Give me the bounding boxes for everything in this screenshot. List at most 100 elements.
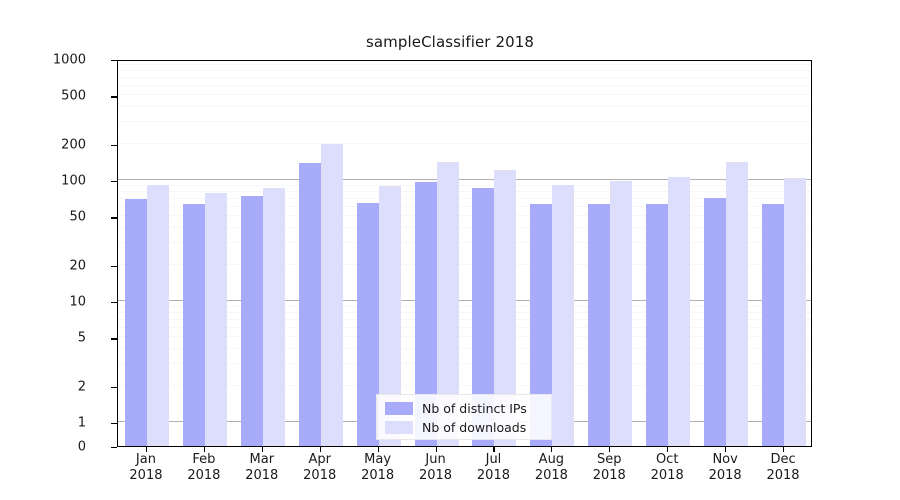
bar-downloads <box>262 187 285 446</box>
x-tick-label: Mar 2018 <box>245 452 278 484</box>
x-tick-month: Apr <box>308 452 331 467</box>
x-tick-label: Sep 2018 <box>593 452 626 484</box>
y-tick-mark <box>111 265 117 267</box>
y-tick-label: 20 <box>69 258 86 274</box>
y-tick-label: 100 <box>61 173 86 189</box>
chart-legend: Nb of distinct IPs Nb of downloads <box>376 394 552 440</box>
x-tick-label: Aug 2018 <box>535 452 568 484</box>
y-tick-mark <box>111 96 117 98</box>
bar-distinct-ips <box>704 198 727 446</box>
x-tick-label: Oct 2018 <box>651 452 684 484</box>
y-tick-mark <box>111 302 117 304</box>
y-tick-label: 200 <box>61 137 86 153</box>
x-tick-year: 2018 <box>187 468 221 483</box>
x-tick-year: 2018 <box>418 468 453 483</box>
legend-swatch-icon <box>385 421 413 434</box>
bar-distinct-ips <box>298 162 321 446</box>
x-tick-mark <box>203 447 205 452</box>
gridline-minor <box>118 263 811 265</box>
gridline-minor <box>118 184 811 186</box>
gridline-minor <box>118 348 811 350</box>
bar-distinct-ips <box>414 181 437 446</box>
y-tick-mark <box>111 386 117 388</box>
x-tick-mark <box>783 447 785 452</box>
x-tick-year: 2018 <box>592 468 626 483</box>
gridline-minor <box>118 363 811 365</box>
x-tick-year: 2018 <box>766 468 800 483</box>
x-tick-mark <box>145 447 148 452</box>
bar-distinct-ips <box>646 204 669 446</box>
plot-area <box>117 60 812 447</box>
gridline-minor <box>118 84 811 86</box>
y-tick-mark <box>111 217 117 219</box>
x-tick-mark <box>609 447 611 452</box>
x-tick-mark <box>377 447 379 452</box>
x-tick-month: Mar <box>249 452 275 467</box>
bar-distinct-ips <box>240 195 263 446</box>
x-tick-year: 2018 <box>534 468 568 483</box>
bar-downloads <box>436 162 459 446</box>
y-tick-label: 10 <box>69 294 86 310</box>
bar-downloads <box>784 177 807 446</box>
x-tick-month: Aug <box>538 452 565 467</box>
y-tick-label: 1 <box>77 415 86 431</box>
x-tick-month: Sep <box>597 452 622 467</box>
bar-distinct-ips <box>530 204 553 446</box>
gridline-minor <box>118 242 811 244</box>
legend-swatch-icon <box>385 402 413 415</box>
gridline-major <box>118 179 811 180</box>
bar-distinct-ips <box>182 204 205 446</box>
x-tick-label: Apr 2018 <box>303 452 336 484</box>
x-tick-mark <box>725 447 727 452</box>
x-tick-month: Feb <box>192 452 216 467</box>
bar-downloads <box>146 184 169 446</box>
gridline-minor <box>118 311 811 313</box>
y-tick-label: 500 <box>61 88 86 104</box>
legend-label: Nb of downloads <box>422 420 527 435</box>
x-tick-year: 2018 <box>245 468 279 483</box>
bar-distinct-ips <box>356 202 379 446</box>
x-tick-month: May <box>364 452 392 467</box>
legend-label: Nb of distinct IPs <box>422 401 527 416</box>
y-tick-label: 2 <box>77 379 86 395</box>
x-tick-label: May 2018 <box>361 452 394 484</box>
x-tick-label: Jan 2018 <box>129 452 162 484</box>
bar-downloads <box>668 177 691 446</box>
y-tick-mark <box>111 60 117 62</box>
gridline-minor <box>118 205 811 207</box>
gridline-minor <box>118 94 811 96</box>
bar-downloads <box>204 193 227 446</box>
gridline-minor <box>118 106 811 108</box>
bar-distinct-ips <box>472 187 495 446</box>
x-tick-year: 2018 <box>361 468 395 483</box>
x-tick-mark <box>551 447 553 452</box>
y-tick-mark <box>111 181 117 183</box>
legend-item[interactable]: Nb of distinct IPs <box>385 399 543 418</box>
gridline-minor <box>118 69 811 71</box>
x-tick-year: 2018 <box>303 468 337 483</box>
gridline-minor <box>118 326 811 328</box>
x-tick-mark <box>667 447 669 452</box>
gridline-minor <box>118 305 811 307</box>
gridline-minor <box>118 197 811 199</box>
x-tick-year: 2018 <box>129 468 163 483</box>
gridline-major <box>118 300 811 301</box>
y-tick-label: 50 <box>69 209 86 225</box>
gridline-minor <box>118 336 811 338</box>
legend-item[interactable]: Nb of downloads <box>385 418 543 437</box>
x-tick-month: Jan <box>135 452 156 467</box>
gridline-minor <box>118 227 811 229</box>
x-tick-year: 2018 <box>650 468 684 483</box>
bar-distinct-ips <box>588 204 611 446</box>
gridline-minor <box>118 318 811 320</box>
gridline-minor <box>118 142 811 144</box>
x-tick-label: Jun 2018 <box>419 452 452 484</box>
x-tick-mark <box>261 447 263 452</box>
bar-downloads <box>320 144 343 446</box>
bar-downloads <box>494 170 517 446</box>
y-tick-label: 5 <box>77 330 86 346</box>
y-tick-mark <box>111 423 117 425</box>
gridline-minor <box>118 215 811 217</box>
x-tick-month: Jun <box>425 452 446 467</box>
